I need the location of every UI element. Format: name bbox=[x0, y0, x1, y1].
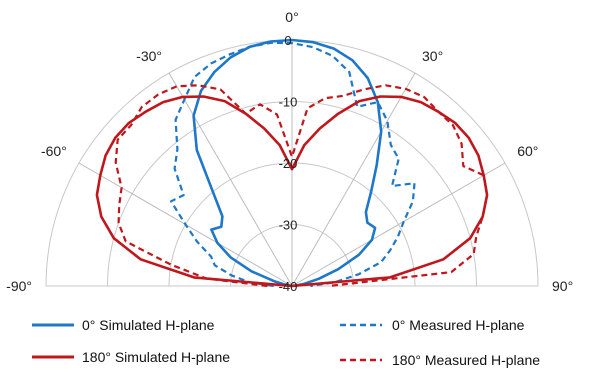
angle-spoke-2 bbox=[168, 72, 293, 287]
series-lines bbox=[95, 38, 489, 288]
series-line-1 bbox=[170, 41, 416, 288]
legend-label-series-1: 0° Measured H-plane bbox=[392, 317, 525, 333]
legend: 0° Simulated H-plane 0° Measured H-plane… bbox=[32, 317, 540, 368]
angle-tick-label-1: -60° bbox=[41, 143, 67, 159]
legend-item-series-0: 0° Simulated H-plane bbox=[32, 317, 215, 333]
angle-spoke-5 bbox=[291, 162, 506, 287]
legend-label-series-3: 180° Measured H-plane bbox=[392, 352, 540, 368]
angle-tick-label-4: 30° bbox=[422, 48, 443, 64]
radial-tick-label-1: -10 bbox=[279, 95, 298, 110]
legend-item-series-3: 180° Measured H-plane bbox=[340, 352, 540, 368]
series-line-3 bbox=[114, 84, 489, 288]
radial-tick-label-4: -40 bbox=[279, 279, 298, 294]
legend-label-series-0: 0° Simulated H-plane bbox=[82, 317, 215, 333]
legend-item-series-2: 180° Simulated H-plane bbox=[32, 349, 230, 365]
series-line-2 bbox=[95, 95, 489, 288]
legend-item-series-1: 0° Measured H-plane bbox=[340, 317, 525, 333]
legend-label-series-2: 180° Simulated H-plane bbox=[82, 349, 230, 365]
radial-tick-label-3: -30 bbox=[279, 218, 298, 233]
angle-spoke-4 bbox=[291, 72, 416, 287]
radial-tick-label-2: -20 bbox=[279, 156, 298, 171]
angle-tick-label-0: -90° bbox=[6, 278, 32, 294]
angle-tick-label-6: 90° bbox=[552, 278, 573, 294]
axis-labels: -90° -60° -30° 0° 30° 60° 90° 0 -10 -20 -30 -40 bbox=[6, 9, 573, 294]
radial-tick-label-0: 0 bbox=[284, 33, 291, 48]
series-line-0 bbox=[192, 38, 383, 288]
angle-tick-label-3: 0° bbox=[285, 9, 298, 25]
angle-tick-label-5: 60° bbox=[517, 143, 538, 159]
angle-tick-label-2: -30° bbox=[136, 48, 162, 64]
